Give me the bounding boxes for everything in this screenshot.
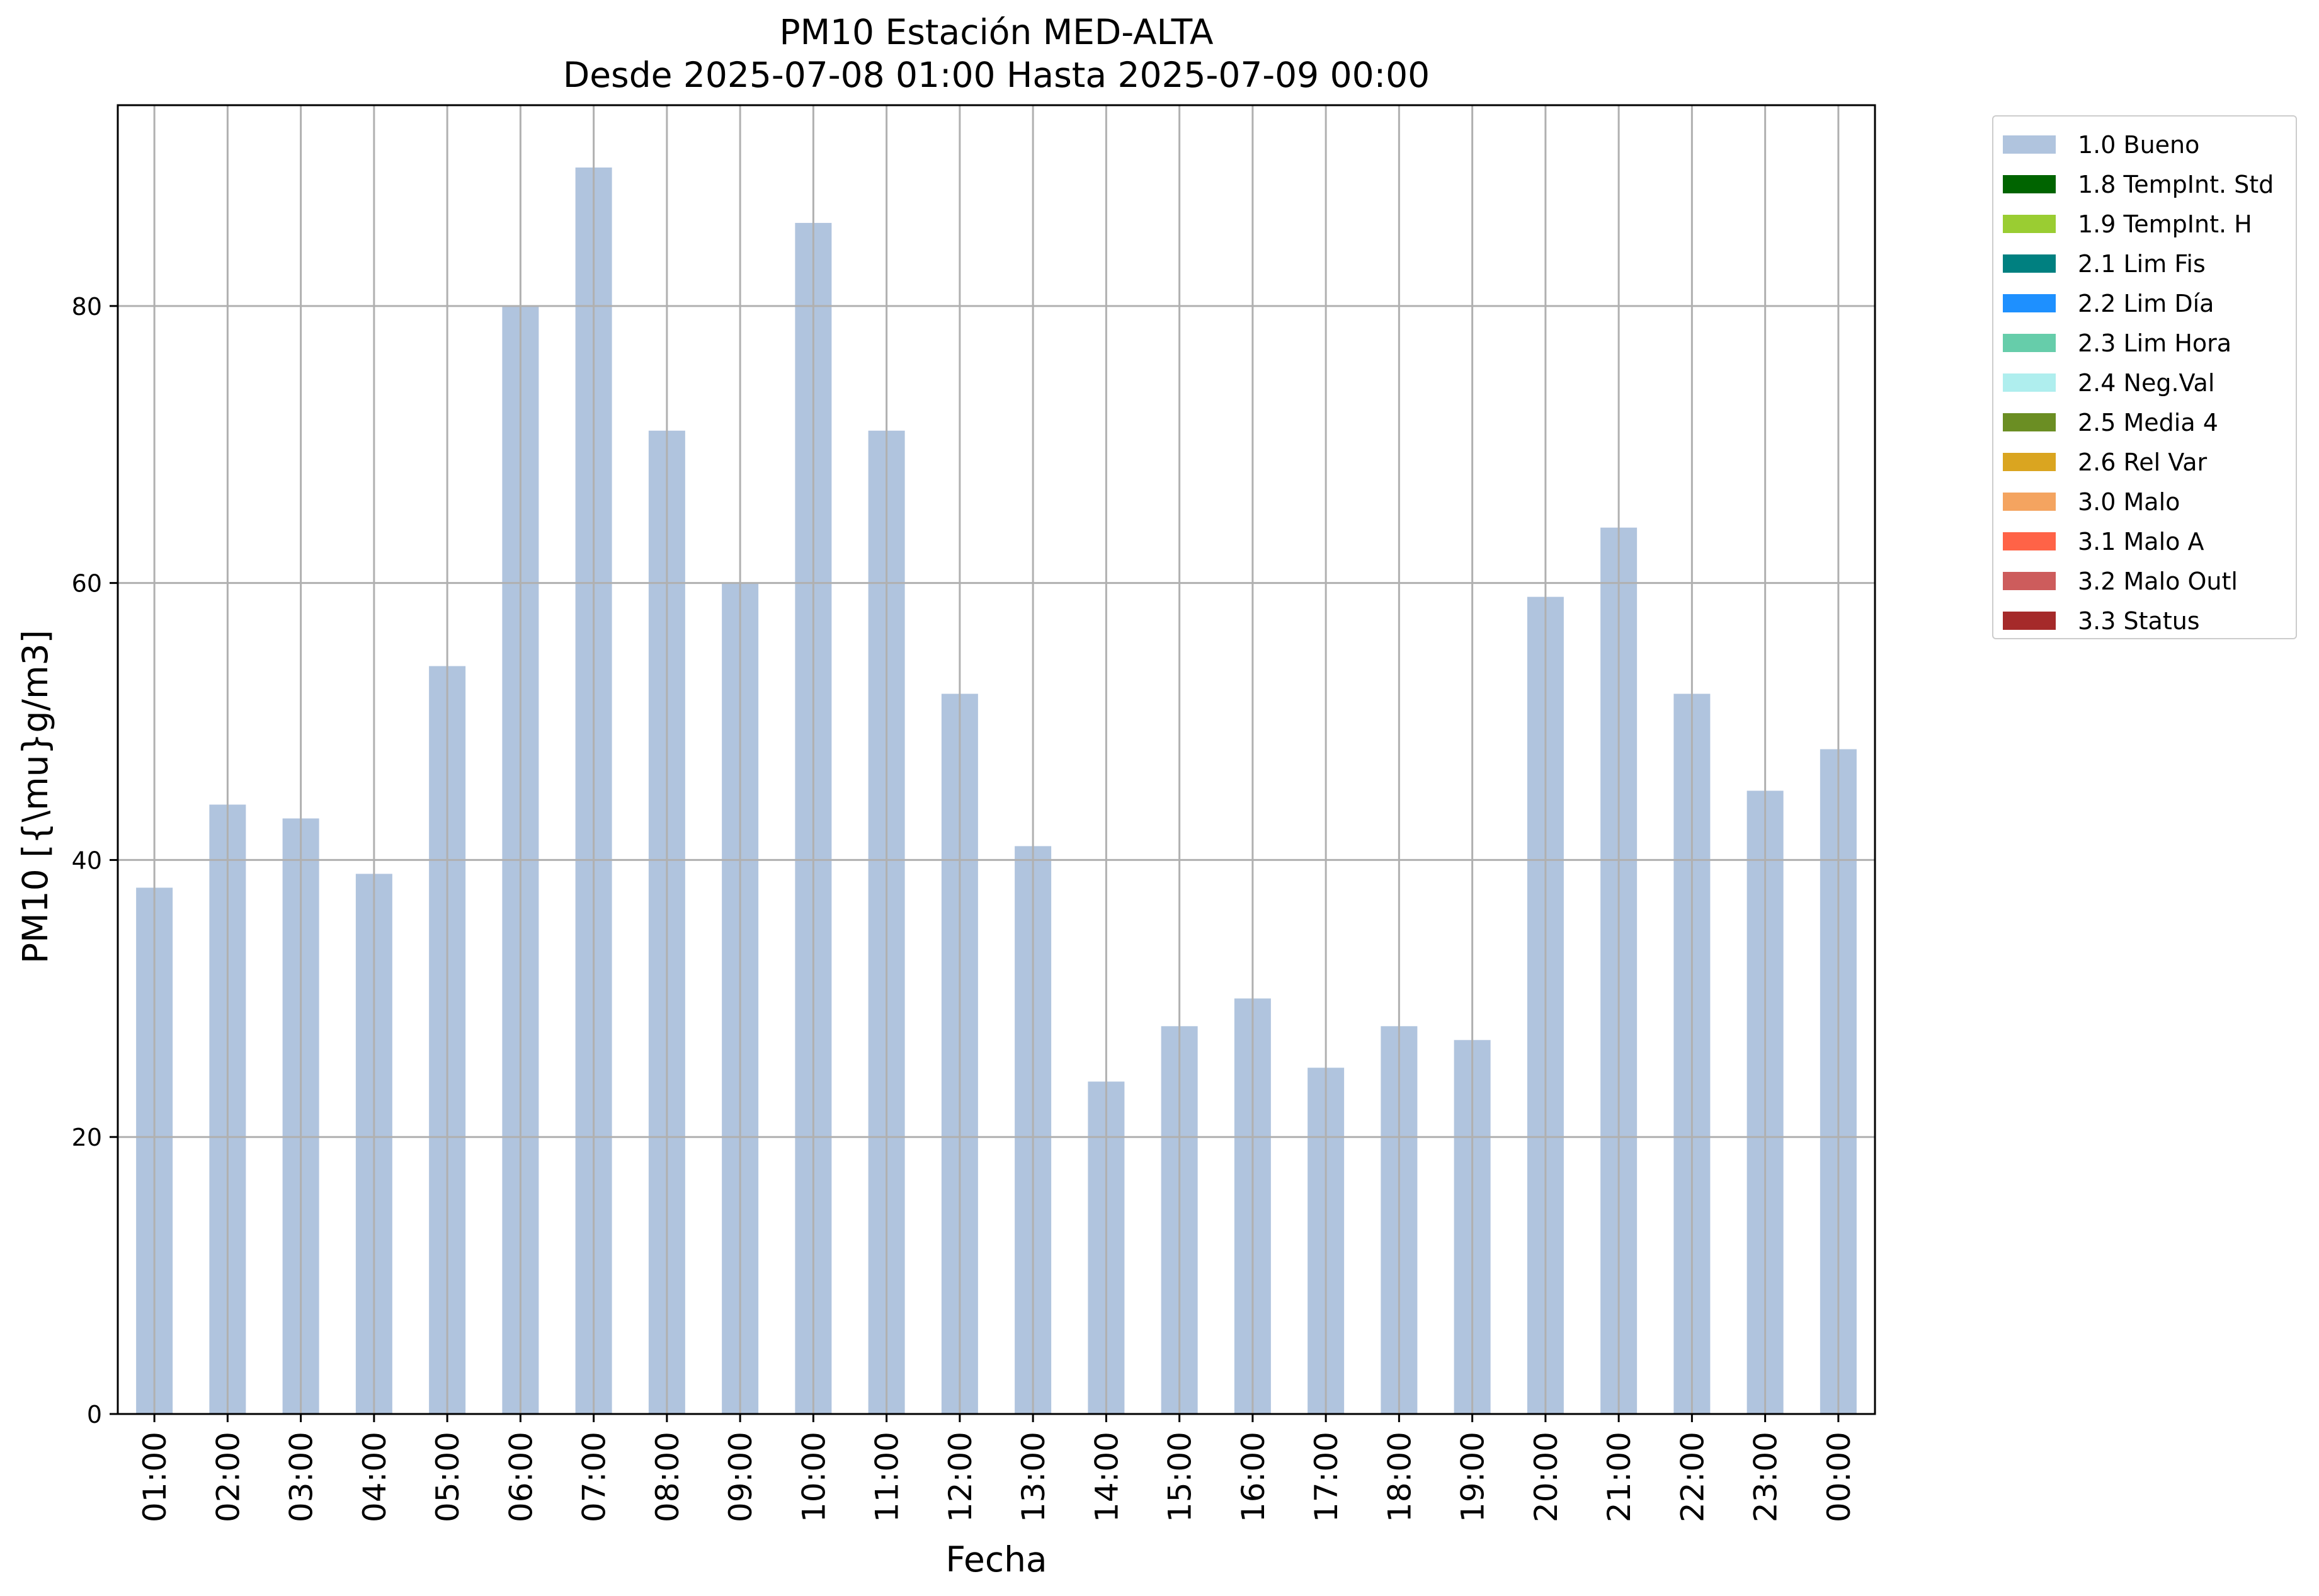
legend-label: 2.2 Lim Día <box>2078 289 2214 317</box>
legend-swatch <box>2003 135 2056 154</box>
chart-title: PM10 Estación MED-ALTA <box>779 12 1213 52</box>
x-tick-label: 00:00 <box>1821 1432 1857 1522</box>
legend-label: 1.0 Bueno <box>2078 130 2200 159</box>
x-tick-label: 01:00 <box>137 1432 173 1522</box>
legend-item: 1.8 TempInt. Std <box>1993 164 2296 204</box>
legend-swatch <box>2003 373 2056 392</box>
x-tick-label: 10:00 <box>795 1432 832 1522</box>
legend-item: 1.0 Bueno <box>1993 125 2296 164</box>
legend-swatch <box>2003 254 2056 273</box>
legend-swatch <box>2003 334 2056 352</box>
legend-item: 3.0 Malo <box>1993 482 2296 522</box>
legend-label: 3.2 Malo Outl <box>2078 567 2238 595</box>
x-tick-label: 23:00 <box>1748 1432 1784 1522</box>
legend-swatch <box>2003 572 2056 590</box>
legend-swatch <box>2003 413 2056 431</box>
legend-item: 3.2 Malo Outl <box>1993 561 2296 601</box>
x-tick-label: 04:00 <box>356 1432 393 1522</box>
legend-item: 2.2 Lim Día <box>1993 283 2296 323</box>
x-tick-label: 15:00 <box>1162 1432 1199 1522</box>
legend-item: 1.9 TempInt. H <box>1993 204 2296 244</box>
legend-label: 2.1 Lim Fis <box>2078 249 2206 278</box>
x-tick-label: 17:00 <box>1308 1432 1345 1522</box>
legend-label: 1.8 TempInt. Std <box>2078 170 2274 198</box>
y-tick-label: 80 <box>72 293 102 321</box>
legend-item: 2.5 Media 4 <box>1993 402 2296 442</box>
legend-swatch <box>2003 215 2056 233</box>
y-tick-label: 40 <box>72 846 102 874</box>
legend-swatch <box>2003 294 2056 312</box>
x-tick-label: 11:00 <box>869 1432 906 1522</box>
y-tick-label: 20 <box>72 1124 102 1151</box>
legend-item: 3.1 Malo A <box>1993 522 2296 561</box>
x-tick-label: 12:00 <box>942 1432 979 1522</box>
legend-swatch <box>2003 175 2056 193</box>
x-tick-label: 20:00 <box>1528 1432 1564 1522</box>
legend-swatch <box>2003 453 2056 471</box>
x-tick-label: 03:00 <box>283 1432 320 1522</box>
chart-subtitle: Desde 2025-07-08 01:00 Hasta 2025-07-09 … <box>563 55 1430 95</box>
legend-item: 2.4 Neg.Val <box>1993 363 2296 402</box>
legend-item: 2.6 Rel Var <box>1993 442 2296 482</box>
legend-swatch <box>2003 532 2056 550</box>
legend: 1.0 Bueno 1.8 TempInt. Std 1.9 TempInt. H 2… <box>1992 115 2297 639</box>
x-axis-label: Fecha <box>945 1539 1047 1580</box>
legend-item: 2.1 Lim Fis <box>1993 244 2296 283</box>
legend-swatch <box>2003 612 2056 630</box>
legend-label: 3.0 Malo <box>2078 487 2180 516</box>
legend-label: 3.3 Status <box>2078 607 2200 635</box>
x-tick-label: 09:00 <box>722 1432 759 1522</box>
x-tick-label: 22:00 <box>1674 1432 1711 1522</box>
x-tick-label: 19:00 <box>1455 1432 1491 1522</box>
x-tick-label: 06:00 <box>503 1432 539 1522</box>
x-tick-label: 21:00 <box>1601 1432 1638 1522</box>
legend-item: 2.3 Lim Hora <box>1993 323 2296 363</box>
x-tick-label: 07:00 <box>576 1432 613 1522</box>
x-tick-label: 14:00 <box>1088 1432 1125 1522</box>
plot-frame <box>117 104 1876 1415</box>
x-tick-label: 02:00 <box>210 1432 246 1522</box>
legend-label: 2.4 Neg.Val <box>2078 368 2215 397</box>
legend-label: 1.9 TempInt. H <box>2078 210 2252 238</box>
legend-swatch <box>2003 493 2056 511</box>
legend-item: 3.3 Status <box>1993 601 2296 641</box>
x-tick-label: 18:00 <box>1381 1432 1418 1522</box>
legend-label: 2.3 Lim Hora <box>2078 329 2232 357</box>
x-tick-label: 16:00 <box>1235 1432 1272 1522</box>
y-tick-label: 0 <box>87 1401 102 1428</box>
x-tick-label: 08:00 <box>649 1432 686 1522</box>
legend-label: 3.1 Malo A <box>2078 527 2204 556</box>
y-tick-label: 60 <box>72 570 102 598</box>
legend-label: 2.6 Rel Var <box>2078 448 2208 476</box>
y-axis-label: PM10 [{\mu}g/m3] <box>15 630 55 964</box>
legend-label: 2.5 Media 4 <box>2078 408 2218 436</box>
x-tick-label: 05:00 <box>430 1432 466 1522</box>
x-tick-label: 13:00 <box>1015 1432 1052 1522</box>
